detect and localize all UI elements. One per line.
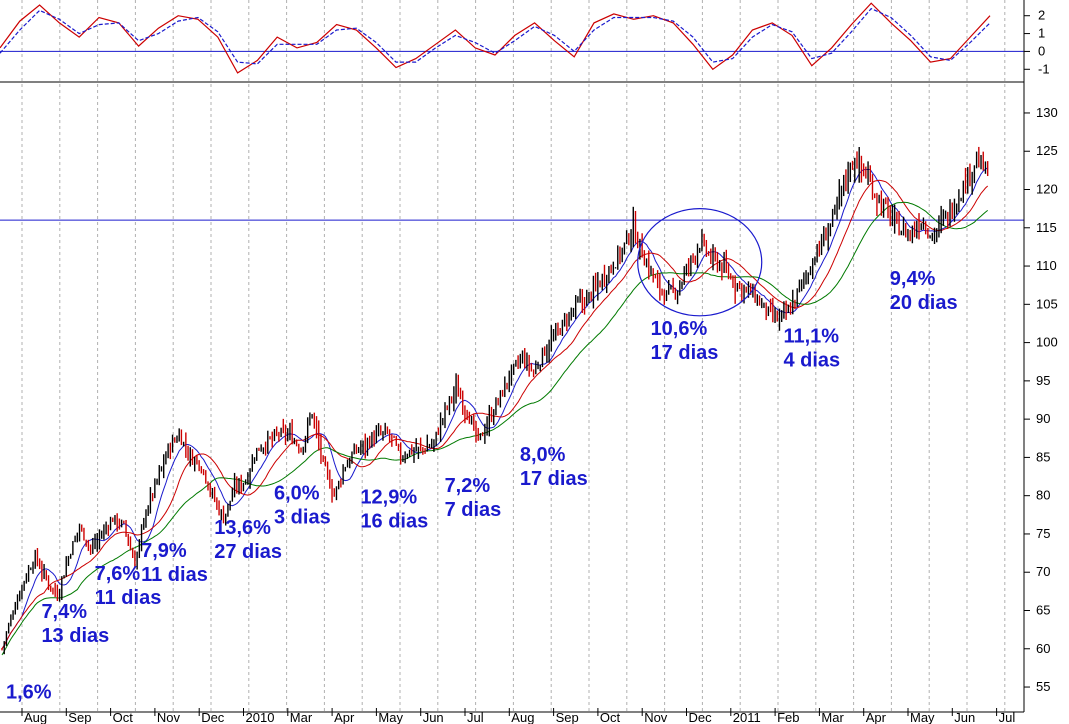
price-panel: 556065707580859095100105110115120125130 … <box>0 105 1058 704</box>
x-axis-month-label: Nov <box>644 710 668 724</box>
price-tick-label: 55 <box>1036 679 1050 694</box>
annotation-days: 17 dias <box>520 468 588 490</box>
annotation-pct: 8,0% <box>520 444 566 466</box>
annotation-days: 11 dias <box>141 564 208 586</box>
price-tick-label: 120 <box>1036 182 1058 197</box>
oscillator-tick-label: 1 <box>1038 26 1045 41</box>
annotation-days: 16 dias <box>360 510 428 532</box>
price-tick-label: 100 <box>1036 335 1058 350</box>
x-axis-month-label: Mar <box>290 710 313 724</box>
x-axis-month-label: Aug <box>511 710 534 724</box>
x-axis-month-label: May <box>378 710 403 724</box>
price-y-axis: 55 60 65 70 75 80 85 90 95 100 105 110 115 120 125 130 <box>1024 105 1058 694</box>
annotation-days: 20 dias <box>890 292 958 314</box>
oscillator-tick-label: 2 <box>1038 8 1045 23</box>
annotation-pct: 7,9% <box>141 540 187 562</box>
price-tick-label: 95 <box>1036 373 1050 388</box>
x-axis-month-label: Sep <box>68 710 91 724</box>
x-axis-month-label: Sep <box>556 710 579 724</box>
x-axis-month-label: Mar <box>821 710 844 724</box>
moving-averages <box>1 167 989 656</box>
price-tick-label: 110 <box>1036 258 1057 273</box>
moving-average-ma_mid <box>1 179 989 650</box>
oscillator-y-axis: 2 1 0 -1 <box>1024 8 1050 76</box>
price-tick-label: 90 <box>1036 411 1050 426</box>
annotation-days: 17 dias <box>651 342 719 364</box>
price-tick-label: 85 <box>1036 449 1050 464</box>
annotation-pct: 6,0% <box>274 483 320 505</box>
x-axis-month-label: Jul <box>467 710 484 724</box>
moving-average-ma_long <box>1 201 989 656</box>
price-tick-label: 60 <box>1036 641 1050 656</box>
x-axis: Aug Sep Oct Nov Dec 2010 Mar Apr May Jun Jul Aug Sep… <box>0 708 1024 724</box>
x-axis-month-label: 2010 <box>246 710 275 724</box>
vertical-gridlines <box>21 0 1006 712</box>
x-axis-month-label: Jun <box>954 710 975 724</box>
x-axis-month-label: May <box>910 710 935 724</box>
x-axis-month-label: Apr <box>334 710 355 724</box>
moving-average-ma_short <box>1 167 988 650</box>
price-tick-label: 130 <box>1036 105 1058 120</box>
x-axis-month-label: Dec <box>201 710 225 724</box>
annotation-days: 11 dias <box>95 587 162 609</box>
highlight-ellipse <box>637 208 763 317</box>
annotation-pct: 1,6% <box>6 682 52 704</box>
x-axis-month-label: Oct <box>600 710 621 724</box>
oscillator-tick-label: 0 <box>1038 43 1045 58</box>
x-axis-month-label: 2011 <box>733 710 761 724</box>
annotation-pct: 10,6% <box>651 318 708 340</box>
x-axis-month-label: Feb <box>777 710 799 724</box>
oscillator-tick-label: -1 <box>1038 61 1050 76</box>
annotation-days: 13 dias <box>41 625 109 647</box>
oscillator-series-solid <box>0 2 991 74</box>
annotation-pct: 9,4% <box>890 268 936 290</box>
price-bars <box>1 146 989 655</box>
annotation-pct: 11,1% <box>783 326 839 348</box>
x-axis-month-label: Oct <box>113 710 134 724</box>
price-tick-label: 115 <box>1036 220 1057 235</box>
annotation-days: 7 dias <box>445 499 502 521</box>
price-tick-label: 80 <box>1036 488 1050 503</box>
price-tick-label: 75 <box>1036 526 1050 541</box>
x-axis-month-label: Jun <box>423 710 444 724</box>
oscillator-series-dashed <box>0 7 991 65</box>
annotation-pct: 7,6% <box>95 563 141 585</box>
annotation-pct: 13,6% <box>214 517 271 539</box>
annotation-pct: 7,2% <box>445 475 491 497</box>
annotation-pct: 7,4% <box>41 601 87 623</box>
oscillator-panel: 2 1 0 -1 <box>0 2 1050 76</box>
x-axis-month-label: Aug <box>24 710 47 724</box>
price-tick-label: 70 <box>1036 564 1050 579</box>
annotation-pct: 12,9% <box>360 486 417 508</box>
x-axis-month-label: Dec <box>689 710 713 724</box>
x-axis-month-label: Jul <box>999 710 1016 724</box>
price-tick-label: 105 <box>1036 296 1058 311</box>
annotation-days: 4 dias <box>783 350 840 372</box>
annotation-days: 3 dias <box>274 507 331 529</box>
price-tick-label: 125 <box>1036 143 1058 158</box>
x-axis-month-label: Nov <box>157 710 181 724</box>
oscillator-lines <box>0 2 991 74</box>
price-tick-label: 65 <box>1036 602 1050 617</box>
x-axis-month-label: Apr <box>866 710 887 724</box>
annotation-days: 27 dias <box>214 541 282 563</box>
